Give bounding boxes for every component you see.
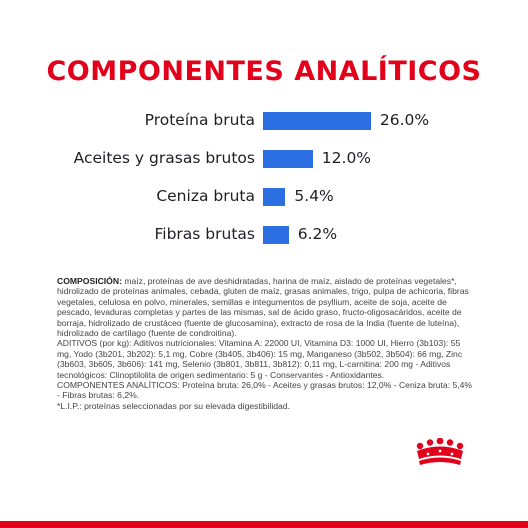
value-label: 12.0% [321, 149, 372, 167]
analytical-paragraph: COMPONENTES ANALÍTICOS: Proteína bruta: … [57, 380, 473, 401]
value-label: 6.2% [297, 225, 338, 243]
bar [263, 226, 289, 244]
footer-red-bar [0, 521, 528, 528]
composition-text-block: COMPOSICIÓN: maíz, proteínas de ave desh… [57, 276, 477, 411]
additives-paragraph: ADITIVOS (por kg): Aditivos nutricionale… [57, 338, 463, 380]
royal-canin-crown-logo [416, 438, 464, 465]
category-label: Proteína bruta [144, 111, 255, 129]
bar [263, 112, 371, 130]
composition-paragraph: COMPOSICIÓN: maíz, proteínas de ave desh… [57, 276, 477, 338]
bar [263, 188, 286, 206]
composition-text: maíz, proteínas de ave deshidratadas, ha… [57, 276, 469, 339]
bar [263, 150, 313, 168]
category-label: Ceniza bruta [156, 187, 255, 205]
category-label: Aceites y grasas brutos [73, 149, 255, 167]
analytical-components-chart: Proteína bruta 26.0% Aceites y grasas brut… [0, 108, 528, 258]
category-label: Fibras brutas [154, 225, 256, 243]
value-label: 26.0% [379, 111, 430, 129]
page-title: COMPONENTES ANALÍTICOS [46, 56, 482, 87]
composition-heading: COMPOSICIÓN: [57, 276, 122, 286]
footnote-paragraph: *L.I.P.: proteínas seleccionadas por su … [57, 400, 290, 411]
value-label: 5.4% [294, 187, 334, 205]
